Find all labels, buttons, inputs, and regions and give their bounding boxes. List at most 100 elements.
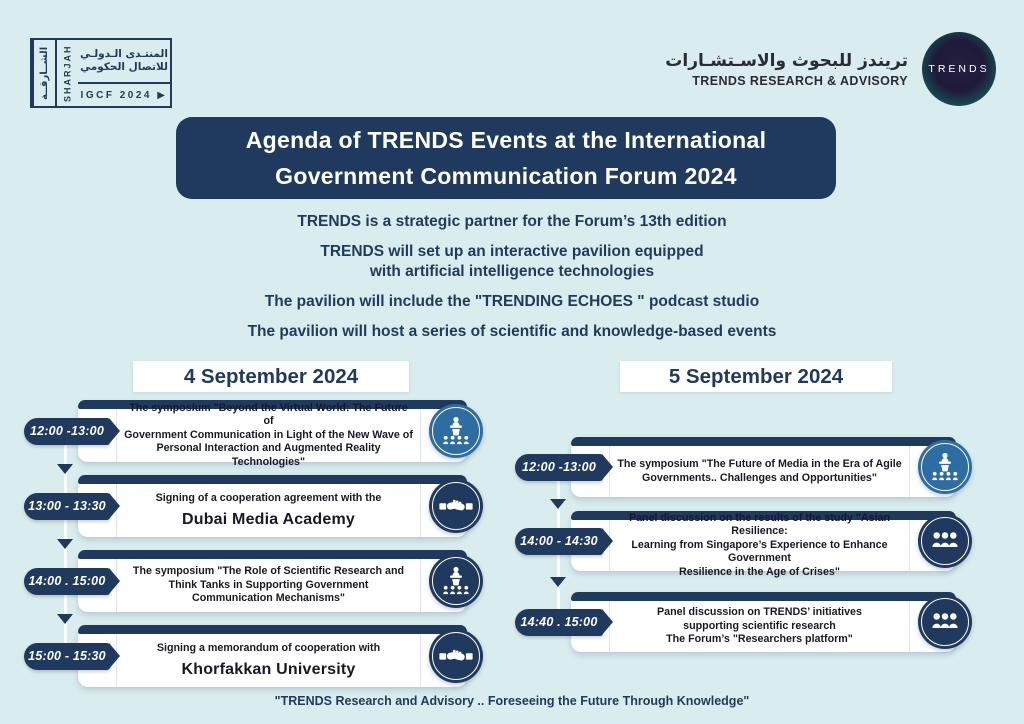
forum-arabic-line1: المنتـدى الـدولـي <box>80 48 168 60</box>
event-card: The symposium "The Future of Media in th… <box>571 437 956 497</box>
event-text: The symposium "Beyond the Virtual World:… <box>117 402 420 468</box>
card-top-bar <box>571 511 956 520</box>
time-badge-label: 12:00 -13:00 <box>30 424 104 438</box>
handshake-icon <box>429 629 483 683</box>
igcf-2024-logo: الشــارقــة SHARJAH المنتـدى الـدولـي لل… <box>30 38 172 108</box>
event-title-line: Governments.. Challenges and Opportuniti… <box>642 471 877 484</box>
time-badge: 14:00 . 15:00 <box>24 567 120 595</box>
event-title-line: Panel discussion on the results of the s… <box>628 511 891 538</box>
card-right-divider <box>420 409 467 462</box>
date-header-5-september: 5 September 2024 <box>620 361 892 392</box>
time-badge-label: 15:00 - 15:30 <box>28 649 106 663</box>
card-right-divider <box>420 634 467 687</box>
event-partner-name: Khorfakkan University <box>181 660 356 678</box>
intro-pavilion-line2: with artificial intelligence technologie… <box>369 263 655 280</box>
time-badge-label: 14:40 . 15:00 <box>520 615 598 629</box>
event-card: Signing of a cooperation agreement with … <box>78 475 467 537</box>
event-title-line: Signing of a cooperation agreement with … <box>155 492 382 505</box>
event-title-line: supporting scientific research <box>683 619 836 632</box>
event-card: The symposium "Beyond the Virtual World:… <box>78 400 467 468</box>
time-badge: 12:00 -13:00 <box>515 453 613 481</box>
intro-pavilion-line1: TRENDS will set up an interactive pavili… <box>320 243 704 260</box>
event-title-line: Communication Mechanisms" <box>192 592 345 605</box>
card-top-bar <box>78 550 467 559</box>
event-title-line: The Forum’s "Researchers platform" <box>666 633 853 646</box>
forum-arabic-line2: للاتصال الحكومي <box>80 61 168 73</box>
trends-english-name: TRENDS RESEARCH & ADVISORY <box>692 73 908 88</box>
event-text: The symposium "The Future of Media in th… <box>610 446 909 497</box>
event-card: Signing a memorandum of cooperation with… <box>78 625 467 687</box>
event-title-line: Panel discussion on TRENDS’ initiatives <box>657 606 862 619</box>
event-title-line: Learning from Singapore’s Experience to … <box>631 538 888 565</box>
igcf-logo-right: المنتـدى الـدولـي للاتصال الحكومي IGCF 2… <box>78 40 170 106</box>
card-top-bar <box>571 437 956 446</box>
day-column-4-september: 4 September 2024 The symposium "Beyond t… <box>20 0 510 724</box>
event-title-line: Resilience in the Age of Crises" <box>679 565 840 578</box>
event-title-line: The symposium "The Role of Scientific Re… <box>132 565 405 578</box>
podium-icon <box>429 554 483 608</box>
time-badge: 14:00 - 14:30 <box>515 527 613 555</box>
event-card-body: Signing of a cooperation agreement with … <box>78 484 467 537</box>
card-top-bar <box>78 475 467 484</box>
card-right-divider <box>420 559 467 612</box>
event-card-body: Panel discussion on the results of the s… <box>571 512 956 578</box>
event-text: The symposium "The Role of Scientific Re… <box>117 559 420 612</box>
event-card-body: The symposium "Beyond the Virtual World:… <box>78 402 467 468</box>
trends-logo: تريندز للبحوث والاسـتشـارات TRENDS RESEA… <box>665 32 996 106</box>
time-badge: 15:00 - 15:30 <box>24 642 120 670</box>
event-text: Panel discussion on TRENDS’ initiatives s… <box>610 601 909 652</box>
event-card: The symposium "The Role of Scientific Re… <box>78 550 467 612</box>
intro-podcast-studio: The pavilion will include the "TRENDING … <box>264 293 760 310</box>
event-card-body: The symposium "The Future of Media in th… <box>571 446 956 497</box>
footer-slogan: "TRENDS Research and Advisory .. Foresee… <box>274 694 750 708</box>
podium-icon <box>429 404 483 458</box>
trends-arabic-name: تريندز للبحوث والاسـتشـارات <box>665 50 908 71</box>
event-text: Signing a memorandum of cooperation with… <box>117 634 420 687</box>
trends-circle-icon: TRENDS <box>922 32 996 106</box>
time-badge-label: 13:00 - 13:30 <box>28 499 106 513</box>
event-title-line: The symposium "Beyond the Virtual World:… <box>129 401 408 428</box>
card-right-divider <box>909 520 956 571</box>
handshake-icon <box>429 479 483 533</box>
timeline-arrow-icon <box>550 576 566 587</box>
event-title-line: Signing a memorandum of cooperation with <box>156 642 381 655</box>
time-badge-label: 14:00 . 15:00 <box>28 574 106 588</box>
trends-circle-text: TRENDS <box>928 63 990 75</box>
intro-events-series: The pavilion will host a series of scien… <box>247 323 777 340</box>
event-partner-name: Dubai Media Academy <box>181 510 356 528</box>
time-badge: 12:00 -13:00 <box>24 417 120 445</box>
intro-strategic-partner: TRENDS is a strategic partner for the Fo… <box>297 213 727 230</box>
forum-arabic-name: المنتـدى الـدولـي للاتصال الحكومي <box>78 40 170 84</box>
audience-icon <box>918 595 972 649</box>
card-top-bar <box>571 592 956 601</box>
card-right-divider <box>909 601 956 652</box>
time-badge: 13:00 - 13:30 <box>24 492 120 520</box>
time-badge: 14:40 . 15:00 <box>515 608 613 636</box>
event-text: Panel discussion on the results of the s… <box>610 512 909 578</box>
timeline-arrow-icon <box>57 538 73 549</box>
title-line1: Agenda of TRENDS Events at the Internati… <box>245 127 767 153</box>
card-top-bar <box>78 400 467 409</box>
event-title-line: The symposium "The Future of Media in th… <box>617 457 902 470</box>
title-banner: Agenda of TRENDS Events at the Internati… <box>176 117 836 199</box>
card-right-divider <box>420 484 467 537</box>
timeline-arrow-icon <box>550 499 566 509</box>
audience-icon <box>918 514 972 568</box>
event-title-line: Think Tanks in Supporting Government <box>168 578 369 591</box>
card-right-divider <box>909 446 956 497</box>
trends-logo-names: تريندز للبحوث والاسـتشـارات TRENDS RESEA… <box>665 51 908 88</box>
event-text: Signing of a cooperation agreement with … <box>117 484 420 537</box>
event-card-body: The symposium "The Role of Scientific Re… <box>78 559 467 612</box>
date-header-4-september: 4 September 2024 <box>133 361 409 392</box>
card-top-bar <box>78 625 467 634</box>
event-title-line: Personal Interaction and Augmented Reali… <box>156 442 381 468</box>
event-title-line: Government Communication in Light of the… <box>124 428 413 441</box>
timeline-arrow-icon <box>57 463 73 474</box>
time-badge-label: 14:00 - 14:30 <box>520 534 598 548</box>
timeline-arrow-icon <box>57 613 73 624</box>
event-card: Panel discussion on the results of the s… <box>571 511 956 578</box>
event-card-body: Panel discussion on TRENDS’ initiatives s… <box>571 601 956 652</box>
igcf-year-label: IGCF 2024 ▶ <box>80 89 168 101</box>
event-card: Panel discussion on TRENDS’ initiatives s… <box>571 592 956 652</box>
